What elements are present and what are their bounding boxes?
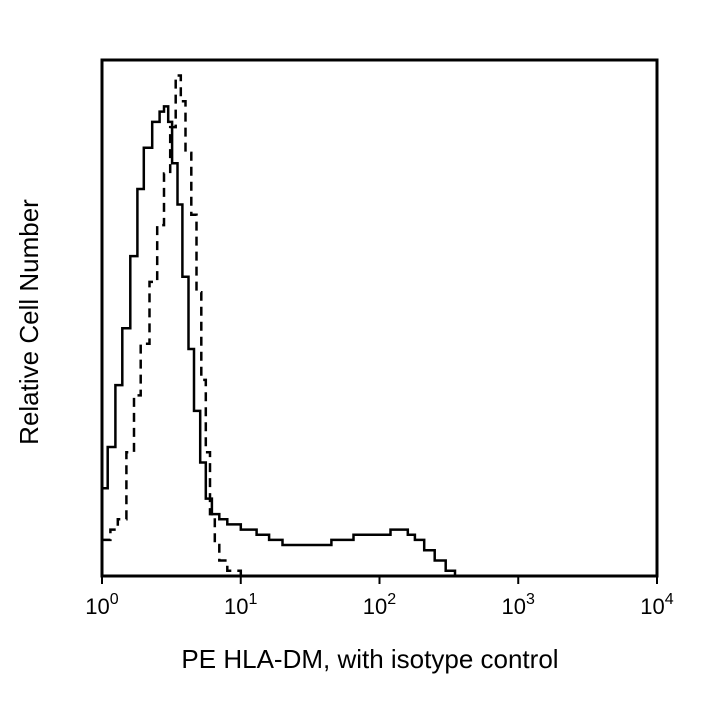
x-tick-label: 104 (640, 591, 673, 619)
x-tick-label-exponent: 2 (387, 591, 396, 608)
x-tick-label: 102 (363, 591, 396, 619)
series-layer (102, 74, 497, 578)
x-tick-label-exponent: 3 (526, 591, 535, 608)
x-tick-label: 100 (85, 591, 118, 619)
x-tick-label: 101 (224, 591, 257, 619)
x-tick-label-base: 10 (85, 594, 109, 619)
series-line-solid (102, 105, 463, 578)
y-axis-title: Relative Cell Number (14, 199, 44, 445)
series-line-dashed (102, 74, 497, 578)
x-tick-label-base: 10 (640, 594, 664, 619)
x-tick-label-base: 10 (224, 594, 248, 619)
x-tick-label-exponent: 4 (665, 591, 674, 608)
x-tick-label: 103 (502, 591, 535, 619)
x-tick-label-base: 10 (502, 594, 526, 619)
x-tick-label-base: 10 (363, 594, 387, 619)
x-tick-label-exponent: 1 (249, 591, 258, 608)
x-axis-title: PE HLA-DM, with isotype control (181, 644, 558, 674)
x-axis-ticks: 100 101 102 103 104 (85, 576, 674, 619)
x-tick-label-exponent: 0 (110, 591, 119, 608)
plot-frame (100, 58, 659, 578)
